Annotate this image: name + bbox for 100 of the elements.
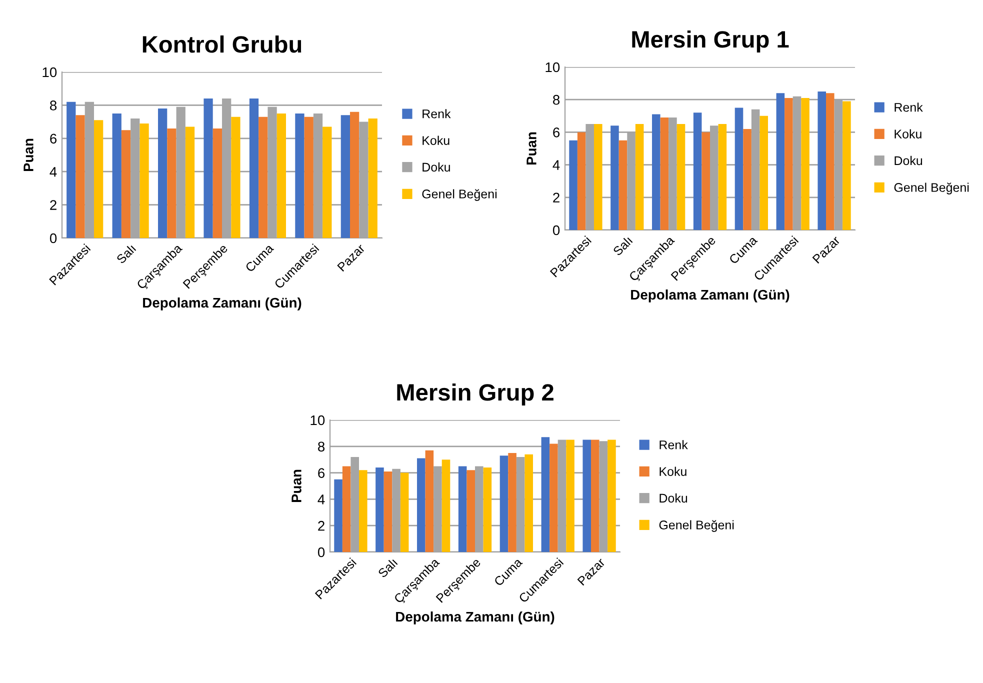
bar bbox=[295, 114, 304, 238]
bar bbox=[743, 128, 752, 230]
legend-label: Renk bbox=[422, 109, 451, 118]
y-tick-label: 10 bbox=[310, 415, 325, 426]
bar bbox=[818, 91, 826, 230]
bar bbox=[566, 440, 574, 552]
legend-label: Doku bbox=[894, 156, 922, 166]
bar bbox=[718, 124, 727, 230]
bar bbox=[350, 112, 360, 238]
y-tick-label: 2 bbox=[318, 520, 324, 531]
bar bbox=[618, 140, 628, 230]
bar bbox=[204, 98, 213, 238]
bar bbox=[458, 466, 467, 552]
y-axis-title: Puan bbox=[24, 138, 34, 172]
bar bbox=[121, 130, 131, 238]
bar bbox=[384, 471, 392, 552]
legend-label: Renk bbox=[894, 102, 923, 112]
bar bbox=[66, 102, 76, 238]
bar bbox=[276, 114, 286, 238]
y-tick-label: 6 bbox=[50, 134, 57, 144]
legend-label: Doku bbox=[422, 162, 450, 172]
y-tick-label: 4 bbox=[50, 167, 57, 177]
x-tick-label: Salı bbox=[612, 236, 633, 256]
y-tick-label: 10 bbox=[42, 67, 57, 78]
legend-label: Koku bbox=[660, 466, 686, 476]
bar bbox=[112, 114, 122, 238]
bar bbox=[635, 124, 644, 230]
bar bbox=[340, 115, 350, 238]
bar bbox=[425, 450, 434, 552]
bar bbox=[359, 470, 368, 552]
y-axis-title: Puan bbox=[526, 132, 536, 165]
bar bbox=[676, 124, 686, 230]
x-tick-label: Salı bbox=[116, 244, 136, 264]
bar bbox=[76, 115, 85, 238]
bar bbox=[826, 93, 834, 230]
x-axis-title: Depolama Zamanı (Gün) bbox=[396, 611, 554, 624]
bar bbox=[660, 118, 669, 230]
bar bbox=[508, 453, 516, 552]
bar bbox=[483, 468, 492, 552]
bar bbox=[541, 437, 550, 552]
bar bbox=[693, 112, 702, 230]
bar bbox=[417, 458, 426, 552]
y-tick-label: 10 bbox=[546, 62, 560, 72]
bar bbox=[500, 456, 508, 552]
x-axis-title: Depolama Zamanı (Gün) bbox=[631, 289, 790, 302]
bar bbox=[249, 98, 259, 238]
bar bbox=[524, 454, 533, 552]
bar bbox=[342, 466, 351, 552]
bar bbox=[591, 440, 600, 552]
bar bbox=[760, 116, 768, 230]
x-tick-label: Salı bbox=[377, 558, 398, 578]
bar bbox=[577, 132, 586, 230]
bar bbox=[608, 440, 616, 552]
y-tick-label: 2 bbox=[553, 192, 560, 202]
bar bbox=[334, 479, 342, 552]
y-tick-label: 4 bbox=[552, 160, 560, 170]
legend-label: Koku bbox=[422, 136, 450, 145]
bar bbox=[231, 116, 240, 238]
chart-title: Mersin Grup 2 bbox=[397, 383, 554, 406]
y-tick-label: 0 bbox=[50, 233, 57, 244]
legend-label: Genel Beğeni bbox=[659, 520, 734, 532]
bar bbox=[400, 472, 409, 552]
y-axis-title: Puan bbox=[292, 470, 302, 502]
y-tick-label: 0 bbox=[318, 547, 325, 558]
bar bbox=[185, 126, 195, 238]
y-tick-label: 8 bbox=[553, 94, 560, 105]
bar bbox=[550, 444, 558, 552]
y-tick-label: 6 bbox=[553, 128, 560, 138]
bar bbox=[212, 128, 222, 238]
bar bbox=[734, 108, 744, 230]
bar bbox=[610, 126, 619, 230]
bar bbox=[594, 124, 602, 230]
bar bbox=[702, 132, 710, 230]
bar bbox=[322, 126, 332, 238]
bar bbox=[569, 140, 578, 230]
legend-label: Renk bbox=[660, 440, 688, 450]
bar bbox=[784, 98, 793, 230]
bar bbox=[304, 116, 314, 238]
legend-label: Genel Beğeni bbox=[422, 189, 497, 201]
bar bbox=[652, 114, 660, 230]
legend-label: Doku bbox=[660, 493, 688, 503]
bar bbox=[140, 123, 149, 238]
y-tick-label: 0 bbox=[552, 225, 560, 236]
y-tick-label: 8 bbox=[318, 442, 325, 452]
bar bbox=[258, 116, 268, 238]
bar bbox=[376, 468, 384, 552]
legend-label: Koku bbox=[894, 129, 922, 138]
bar bbox=[368, 118, 378, 238]
y-tick-label: 2 bbox=[50, 200, 56, 210]
y-tick-label: 6 bbox=[318, 468, 325, 478]
y-tick-label: 4 bbox=[318, 494, 325, 504]
y-tick-label: 8 bbox=[50, 100, 57, 110]
bar bbox=[94, 120, 104, 238]
bar bbox=[582, 440, 591, 552]
bar bbox=[801, 98, 810, 230]
bar bbox=[842, 101, 851, 230]
bar bbox=[776, 93, 785, 230]
legend-label: Genel Beğeni bbox=[894, 182, 969, 194]
chart-title: Kontrol Grubu bbox=[142, 35, 302, 53]
bar bbox=[442, 460, 450, 552]
